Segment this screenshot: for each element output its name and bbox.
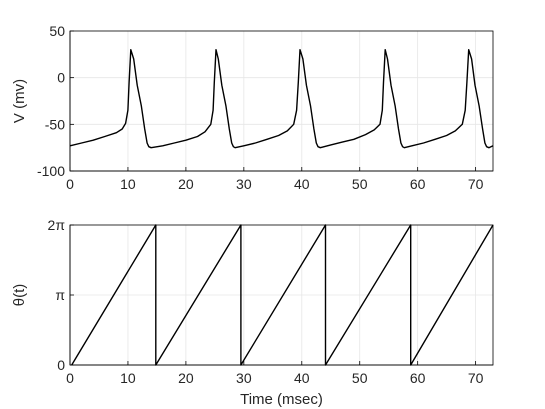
- voltage-y-tick-label: 0: [57, 70, 65, 86]
- voltage-x-tick-label: 50: [352, 176, 368, 192]
- phase-x-tick-label: 70: [468, 370, 484, 386]
- phase-plot: 0 10 20 30 40 50 60 70 0 π 2π θ(t) Time (msec): [11, 217, 494, 408]
- voltage-plot-area: [69, 30, 494, 172]
- voltage-x-tick-label: 30: [236, 176, 252, 192]
- voltage-y-tick-label: -100: [37, 163, 65, 179]
- phase-x-tick-label: 0: [66, 370, 74, 386]
- voltage-x-tick-label: 0: [66, 176, 74, 192]
- voltage-x-tick-label: 10: [120, 176, 136, 192]
- voltage-y-tick-label: -50: [45, 116, 65, 132]
- voltage-y-axis-label: V (mv): [11, 79, 28, 123]
- phase-x-tick-label: 50: [352, 370, 368, 386]
- phase-x-tick-label: 20: [178, 370, 194, 386]
- voltage-y-tick-label: 50: [49, 23, 65, 39]
- phase-x-tick-label: 60: [410, 370, 426, 386]
- voltage-x-tick-label: 20: [178, 176, 194, 192]
- phase-y-tick-label: 2π: [48, 217, 66, 233]
- voltage-series-line: [69, 49, 494, 149]
- phase-y-tick-label: π: [55, 287, 65, 303]
- phase-series-line: [71, 224, 494, 366]
- phase-x-axis-label: Time (msec): [240, 391, 323, 408]
- phase-x-tick-label: 30: [236, 370, 252, 386]
- phase-y-tick-label: 0: [57, 357, 65, 373]
- phase-x-tick-label: 10: [120, 370, 136, 386]
- voltage-x-tick-label: 70: [468, 176, 484, 192]
- phase-x-tick-label: 40: [294, 370, 310, 386]
- voltage-x-tick-label: 60: [410, 176, 426, 192]
- voltage-x-tick-label: 40: [294, 176, 310, 192]
- phase-y-axis-label: θ(t): [11, 284, 28, 307]
- voltage-plot: 0 10 20 30 40 50 60 70 -100 -50 0 50 V (mv): [11, 23, 494, 192]
